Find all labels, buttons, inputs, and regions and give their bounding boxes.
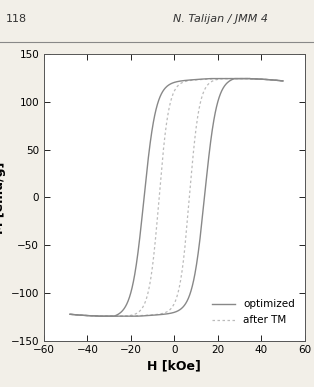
Legend: optimized, after TM: optimized, after TM (208, 295, 299, 330)
X-axis label: H [kOe]: H [kOe] (147, 360, 201, 373)
Text: 118: 118 (6, 14, 27, 24)
Y-axis label: M [emu/g]: M [emu/g] (0, 161, 6, 234)
Text: N. Talijan / JMM 4: N. Talijan / JMM 4 (173, 14, 268, 24)
